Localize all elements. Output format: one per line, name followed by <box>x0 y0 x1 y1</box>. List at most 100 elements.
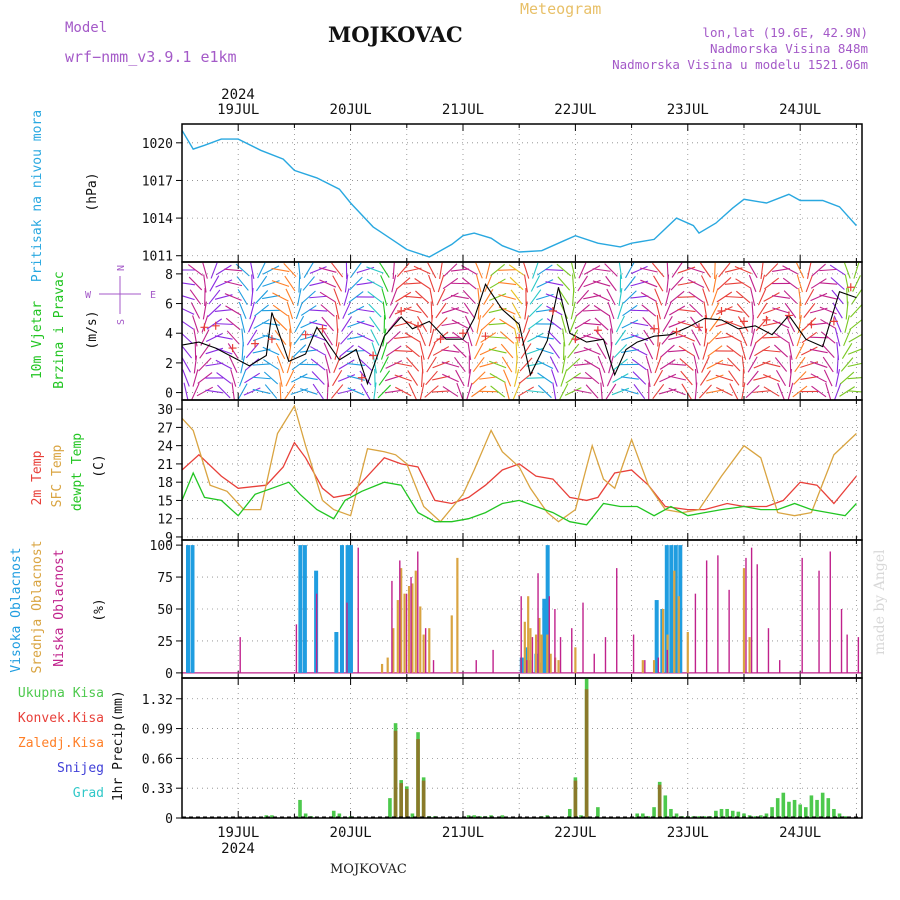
wind-barb <box>418 328 426 347</box>
wind-barb <box>246 329 258 346</box>
wind-barb <box>404 332 421 343</box>
wind-barb <box>681 383 692 400</box>
wind-barb <box>801 331 818 344</box>
wind-barb <box>625 262 635 279</box>
wind-barb <box>291 373 308 383</box>
wind-barb <box>664 288 671 306</box>
wind-barb <box>512 382 521 400</box>
wind-barb <box>197 372 213 384</box>
bottom-date-label: 21JUL <box>442 825 484 841</box>
wind-barb <box>612 358 628 371</box>
wind-barb <box>698 384 712 399</box>
total-precip-bar <box>815 799 819 818</box>
wind-barb <box>810 292 828 302</box>
high-cloud-bar <box>348 545 353 673</box>
mid-cloud-bar <box>527 596 530 673</box>
wind-barb <box>825 382 832 400</box>
wind-barb <box>390 288 398 306</box>
y-tick-label: 12 <box>157 513 173 528</box>
wind-barb <box>238 301 247 320</box>
wind-barb <box>338 374 356 382</box>
wind-barb <box>788 342 793 360</box>
wind-barb <box>224 280 243 287</box>
wind-barb <box>249 301 255 320</box>
wind-barb <box>406 357 420 372</box>
wind-barb <box>584 371 600 385</box>
top-date-label: 19JUL <box>217 102 259 118</box>
y-tick-label: 50 <box>157 603 173 618</box>
wind-barb <box>631 358 647 371</box>
wind-barb <box>455 369 465 387</box>
wind-barb <box>527 332 544 343</box>
conv-precip-bar <box>416 739 420 818</box>
wind-barb <box>741 382 746 400</box>
mid-cloud-bar <box>742 568 746 673</box>
wind-barb <box>413 265 431 275</box>
temp-unit: (C) <box>92 454 107 477</box>
low-cloud-bar <box>554 609 556 673</box>
wind-barb <box>414 278 430 289</box>
wind-barb <box>262 280 280 287</box>
subtitle: Meteogram <box>520 0 602 18</box>
low-cloud-bar <box>632 634 635 673</box>
bottom-date-label: 20JUL <box>330 825 372 841</box>
wind-barb <box>810 361 828 368</box>
wind-barb <box>528 303 543 318</box>
wind-barb <box>632 371 647 385</box>
wind-barb <box>834 328 841 347</box>
wind-barb <box>392 262 395 280</box>
wind-barb <box>653 369 664 387</box>
y-tick-label: 100 <box>150 539 173 554</box>
wind-unit: (m/s) <box>85 310 100 349</box>
wind-barb <box>386 330 401 345</box>
wind-barb <box>187 264 203 276</box>
low-cloud-bar <box>315 593 318 673</box>
wind-barb <box>724 308 743 313</box>
total-precip-bar <box>725 808 729 818</box>
bottom-date-label: 22JUL <box>554 825 596 841</box>
gust-marker <box>672 327 681 336</box>
temp-2m-line <box>182 441 857 511</box>
wind-barb <box>473 342 484 360</box>
wind-barb <box>338 359 355 370</box>
wind-barb <box>547 330 561 345</box>
wind-barb <box>606 288 616 306</box>
wind-barb <box>836 355 839 374</box>
high-cloud-bar <box>542 598 547 673</box>
wind-barb <box>728 370 740 386</box>
wind-barb <box>262 294 280 300</box>
wind-barb <box>834 382 842 400</box>
wind-barb <box>835 369 841 387</box>
wind-barb <box>394 336 413 339</box>
low-cloud-bar <box>657 657 660 673</box>
wind-barb <box>203 274 207 293</box>
model-elevation: Nadmorska Visina u modelu 1521.06m <box>612 57 868 72</box>
mid-cloud-bar <box>534 634 538 673</box>
mid-cloud <box>380 557 751 673</box>
wind-barb <box>357 345 374 357</box>
wind-barb <box>344 274 349 293</box>
wind-barb <box>358 357 373 372</box>
wind-barb <box>715 374 734 382</box>
wind-barb <box>592 280 611 287</box>
wind-barb <box>441 349 460 353</box>
wind-barb <box>511 302 522 319</box>
total-precip-bar <box>764 813 769 818</box>
mid-cloud-bar <box>407 586 411 673</box>
wind-barb <box>688 291 704 303</box>
total-precip-bar <box>337 813 342 818</box>
wind-barb <box>276 355 285 374</box>
wind-barb <box>369 316 381 332</box>
wind-barb <box>255 275 268 292</box>
wind-barb <box>245 343 259 359</box>
wind-barb <box>244 372 261 384</box>
low-cloud-bar <box>239 637 241 673</box>
y-tick-label: 0.66 <box>142 752 173 767</box>
wind-barb <box>560 315 567 333</box>
wind-barb <box>548 343 560 359</box>
wind-barb <box>434 317 448 331</box>
wind-barb <box>488 322 507 326</box>
wind-barb <box>346 362 366 367</box>
wind-barb <box>370 329 380 346</box>
wind-barb <box>454 356 466 373</box>
